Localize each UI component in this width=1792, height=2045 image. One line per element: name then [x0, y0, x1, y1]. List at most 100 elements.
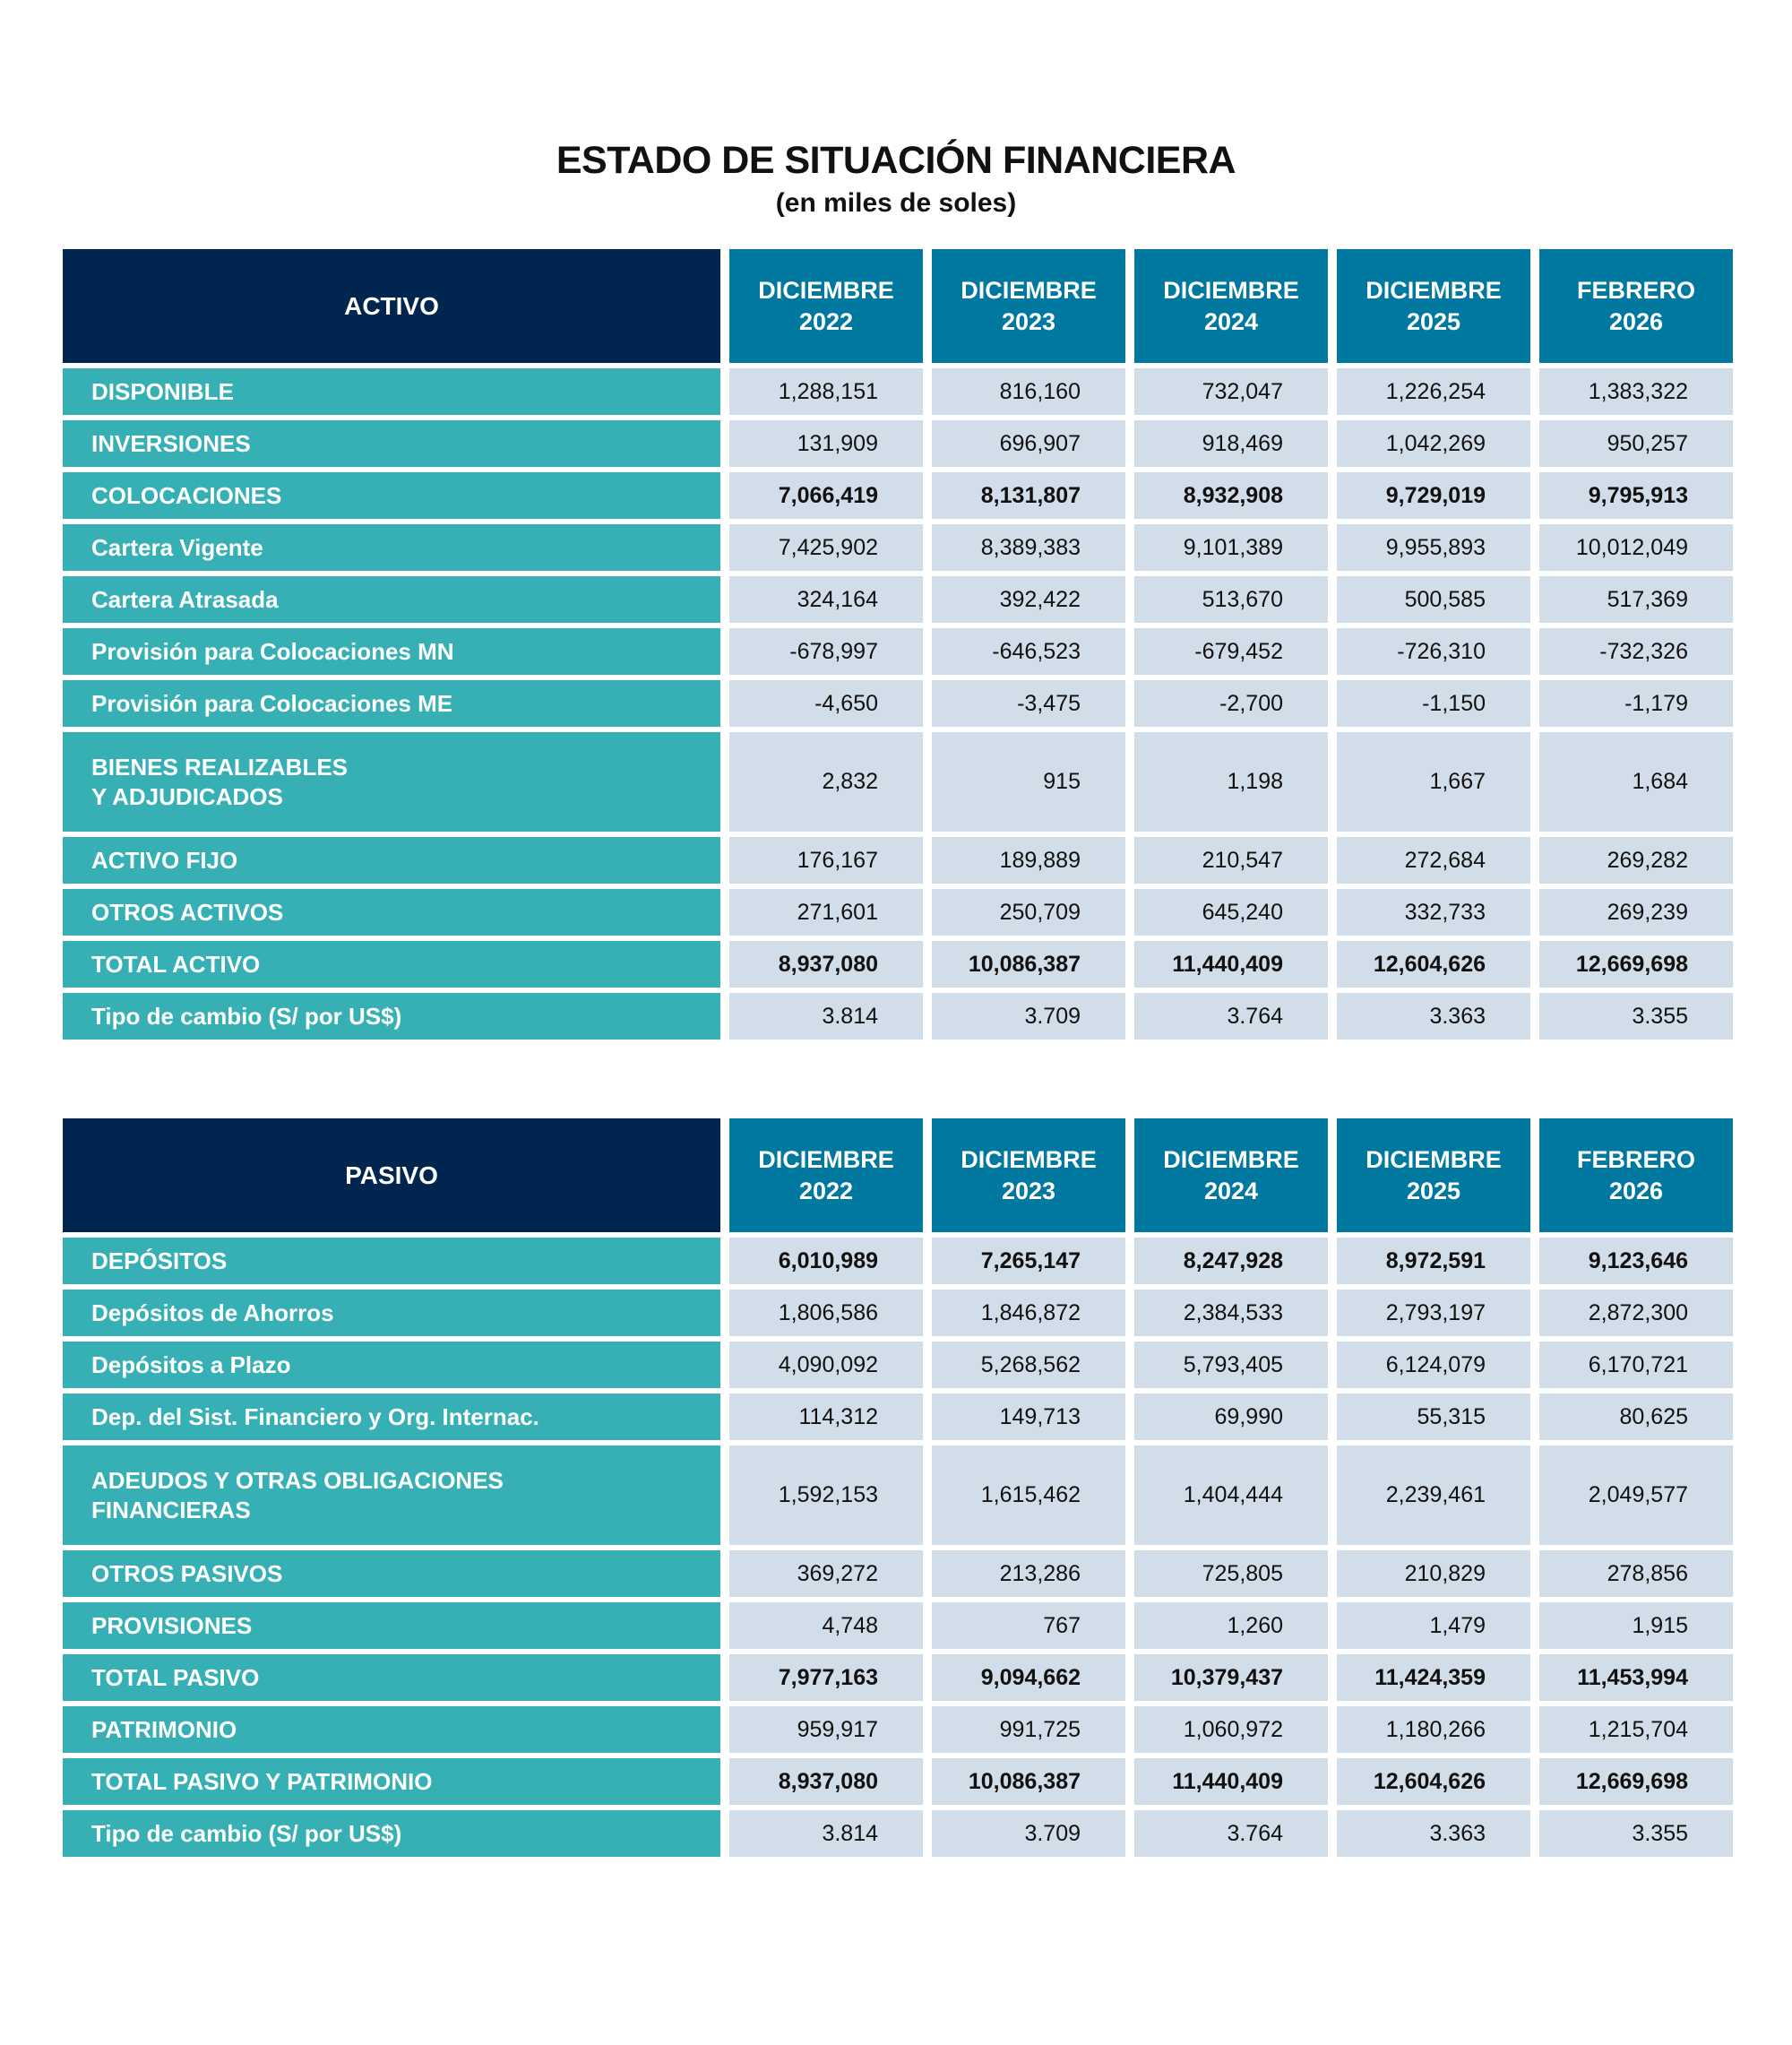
period-header-label: DICIEMBRE 2025 — [1366, 1144, 1502, 1207]
value-cell: 1,383,322 — [1539, 368, 1733, 415]
value-cell: 250,709 — [932, 889, 1125, 936]
period-year: 2024 — [1203, 307, 1259, 335]
value-cell: 2,832 — [729, 732, 923, 832]
value-cell: 8,131,807 — [932, 472, 1125, 519]
value-cell: 915 — [932, 732, 1125, 832]
row-label: Depósitos de Ahorros — [63, 1290, 720, 1336]
period-header-label: FEBRERO 2026 — [1577, 275, 1695, 338]
row-label-line: FINANCIERAS — [91, 1496, 251, 1523]
value-cell: 3.814 — [729, 993, 923, 1040]
value-cell: 3.709 — [932, 1810, 1125, 1857]
value-cell: 213,286 — [932, 1550, 1125, 1597]
value-cell: 950,257 — [1539, 420, 1733, 467]
row-label-line: PROVISIONES — [91, 1611, 253, 1639]
period-month: DICIEMBRE — [1366, 276, 1502, 304]
value-cell: 725,805 — [1134, 1550, 1328, 1597]
value-cell: 176,167 — [729, 837, 923, 884]
row-label-line: Tipo de cambio (S/ por US$) — [91, 1819, 402, 1847]
value-cell: 1,615,462 — [932, 1445, 1125, 1545]
value-cell: 5,793,405 — [1134, 1342, 1328, 1388]
value-cell: 8,937,080 — [729, 1758, 923, 1805]
row-label-line: OTROS PASIVOS — [91, 1559, 283, 1587]
period-month: DICIEMBRE — [961, 276, 1097, 304]
period-header: DICIEMBRE 2023 — [932, 1118, 1125, 1232]
value-cell: 3.764 — [1134, 1810, 1328, 1857]
value-cell: 3.363 — [1337, 1810, 1530, 1857]
row-label: OTROS PASIVOS — [63, 1550, 720, 1597]
row-label-text: Dep. del Sist. Financiero y Org. Interna… — [91, 1402, 539, 1432]
value-cell: 12,669,698 — [1539, 941, 1733, 988]
value-cell: 69,990 — [1134, 1394, 1328, 1440]
row-label: PATRIMONIO — [63, 1706, 720, 1753]
row-label-line: COLOCACIONES — [91, 481, 282, 509]
row-label: TOTAL ACTIVO — [63, 941, 720, 988]
value-cell: 3.709 — [932, 993, 1125, 1040]
period-header: DICIEMBRE 2024 — [1134, 1118, 1328, 1232]
value-cell: 1,479 — [1337, 1602, 1530, 1649]
value-cell: 3.355 — [1539, 993, 1733, 1040]
value-cell: -1,179 — [1539, 680, 1733, 727]
value-cell: 1,806,586 — [729, 1290, 923, 1336]
value-cell: 3.355 — [1539, 1810, 1733, 1857]
period-header-label: DICIEMBRE 2025 — [1366, 275, 1502, 338]
period-month: DICIEMBRE — [1366, 1145, 1502, 1173]
row-label-text: Provisión para Colocaciones MN — [91, 637, 454, 667]
value-cell: 1,404,444 — [1134, 1445, 1328, 1545]
value-cell: 9,123,646 — [1539, 1238, 1733, 1284]
row-label-text: BIENES REALIZABLES Y ADJUDICADOS — [91, 753, 348, 812]
value-cell: 8,247,928 — [1134, 1238, 1328, 1284]
row-label-line: ACTIVO FIJO — [91, 846, 238, 874]
period-header-label: FEBRERO 2026 — [1577, 1144, 1695, 1207]
value-cell: 2,239,461 — [1337, 1445, 1530, 1545]
row-label-line: Provisión para Colocaciones ME — [91, 689, 453, 717]
period-header-label: DICIEMBRE 2023 — [961, 1144, 1097, 1207]
row-label-line: Provisión para Colocaciones MN — [91, 637, 454, 665]
value-cell: 12,669,698 — [1539, 1758, 1733, 1805]
value-cell: 8,937,080 — [729, 941, 923, 988]
value-cell: 4,748 — [729, 1602, 923, 1649]
row-label-text: PROVISIONES — [91, 1611, 252, 1641]
value-cell: 959,917 — [729, 1706, 923, 1753]
value-cell: 2,872,300 — [1539, 1290, 1733, 1336]
value-cell: 816,160 — [932, 368, 1125, 415]
row-label-text: OTROS ACTIVOS — [91, 898, 283, 928]
value-cell: 10,086,387 — [932, 941, 1125, 988]
row-label-line: Dep. del Sist. Financiero y Org. Interna… — [91, 1402, 539, 1430]
value-cell: 7,977,163 — [729, 1654, 923, 1701]
period-header: FEBRERO 2026 — [1539, 1118, 1733, 1232]
period-month: DICIEMBRE — [758, 276, 894, 304]
value-cell: 369,272 — [729, 1550, 923, 1597]
period-header: DICIEMBRE 2025 — [1337, 249, 1530, 363]
value-cell: 3.814 — [729, 1810, 923, 1857]
row-label-line: ADEUDOS Y OTRAS OBLIGACIONES — [91, 1466, 504, 1494]
activo-table: ACTIVO DICIEMBRE 2022 DICIEMBRE 2023 DICIEMBR… — [63, 249, 1733, 1040]
row-label: TOTAL PASIVO — [63, 1654, 720, 1701]
value-cell: 7,425,902 — [729, 524, 923, 571]
row-label-text: ADEUDOS Y OTRAS OBLIGACIONES FINANCIERAS — [91, 1466, 504, 1525]
row-label-text: Cartera Vigente — [91, 533, 263, 563]
row-label: OTROS ACTIVOS — [63, 889, 720, 936]
row-label: Provisión para Colocaciones ME — [63, 680, 720, 727]
value-cell: 6,170,721 — [1539, 1342, 1733, 1388]
value-cell: 696,907 — [932, 420, 1125, 467]
value-cell: 392,422 — [932, 576, 1125, 623]
period-year: 2022 — [798, 1177, 854, 1204]
value-cell: 9,101,389 — [1134, 524, 1328, 571]
value-cell: 991,725 — [932, 1706, 1125, 1753]
period-month: DICIEMBRE — [758, 1145, 894, 1173]
value-cell: -4,650 — [729, 680, 923, 727]
value-cell: 1,198 — [1134, 732, 1328, 832]
period-year: 2025 — [1406, 307, 1461, 335]
value-cell: 210,829 — [1337, 1550, 1530, 1597]
value-cell: 4,090,092 — [729, 1342, 923, 1388]
value-cell: 11,424,359 — [1337, 1654, 1530, 1701]
row-label-line: Y ADJUDICADOS — [91, 782, 283, 810]
value-cell: 1,060,972 — [1134, 1706, 1328, 1753]
value-cell: 10,012,049 — [1539, 524, 1733, 571]
row-label-text: COLOCACIONES — [91, 481, 281, 511]
row-label-text: OTROS PASIVOS — [91, 1559, 282, 1589]
value-cell: 332,733 — [1337, 889, 1530, 936]
value-cell: 11,453,994 — [1539, 1654, 1733, 1701]
value-cell: 1,915 — [1539, 1602, 1733, 1649]
value-cell: 1,226,254 — [1337, 368, 1530, 415]
